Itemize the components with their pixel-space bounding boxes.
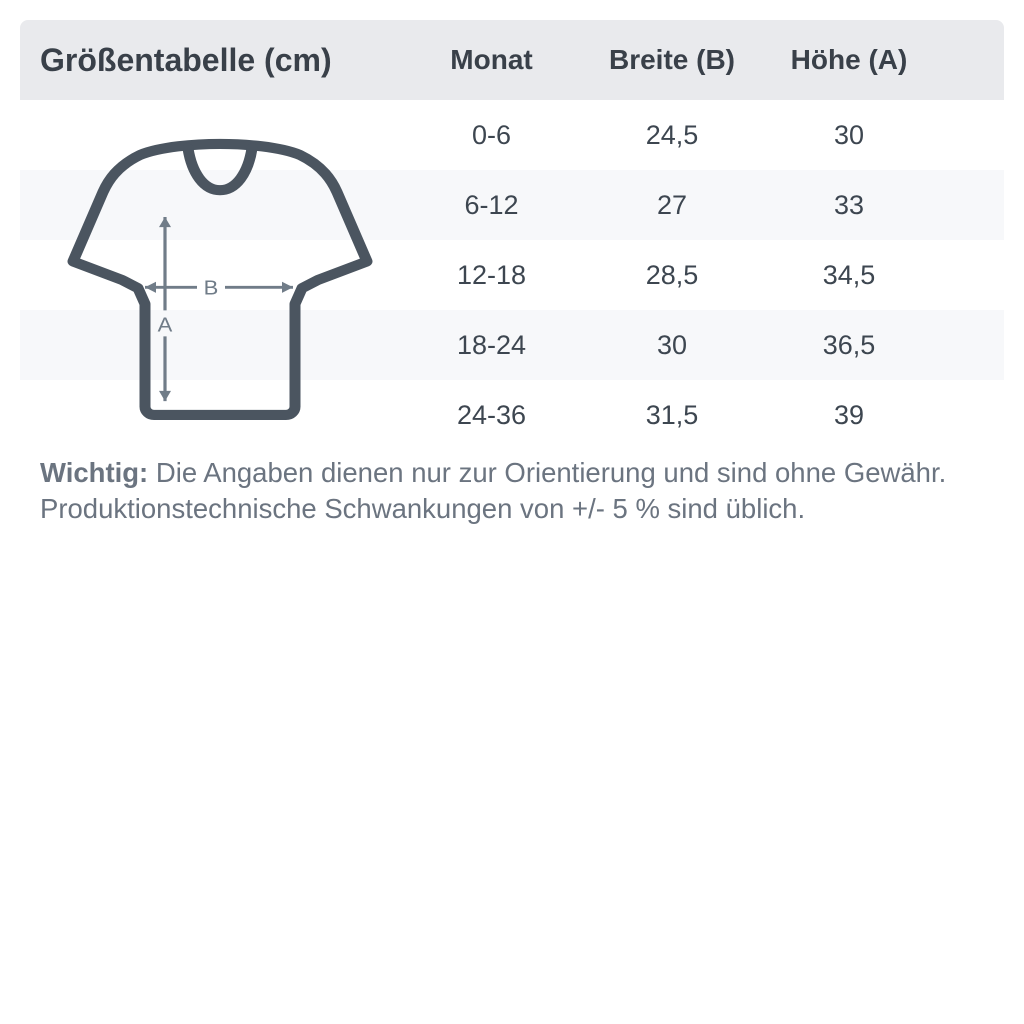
- svg-text:A: A: [158, 314, 174, 336]
- svg-text:B: B: [204, 277, 219, 299]
